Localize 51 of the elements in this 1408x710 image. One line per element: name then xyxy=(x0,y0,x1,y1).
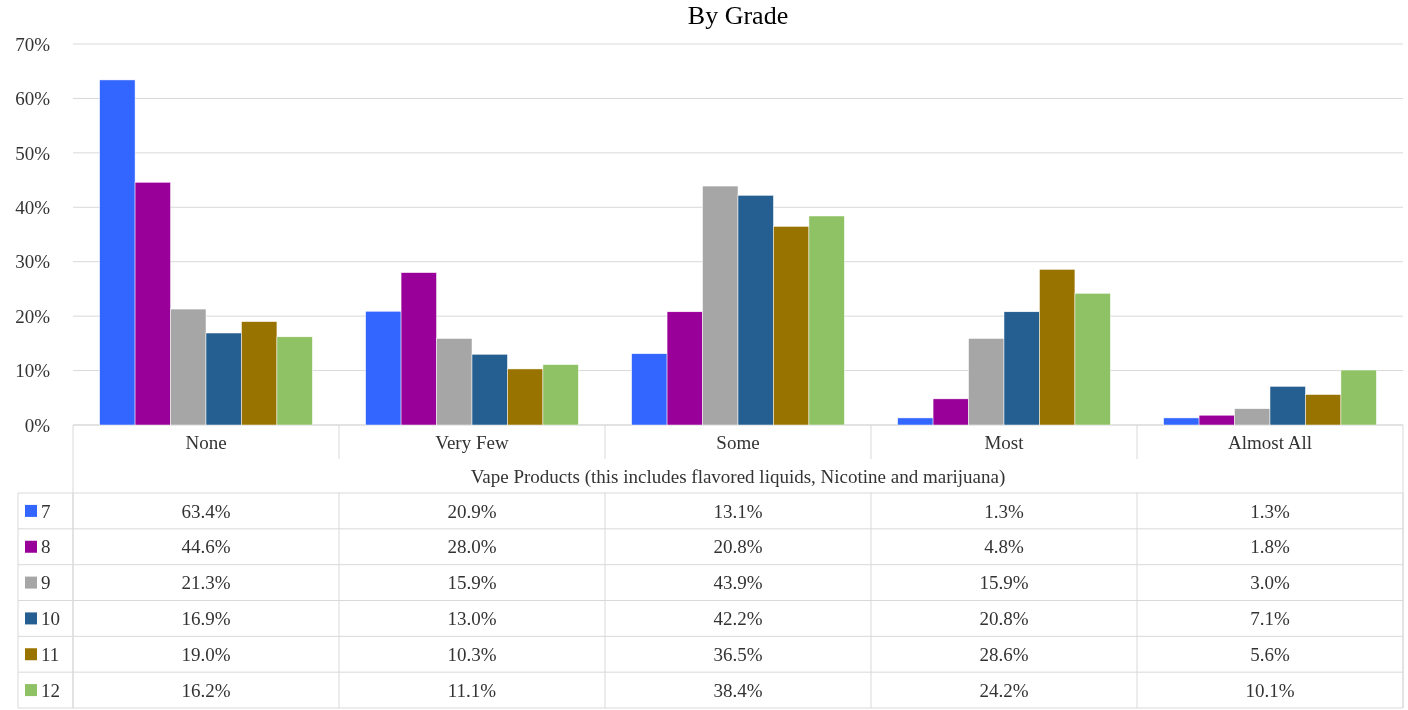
data-label: 43.9% xyxy=(713,572,763,594)
data-label: 20.8% xyxy=(979,608,1029,630)
data-label: 10.1% xyxy=(1245,679,1295,701)
data-label: 21.3% xyxy=(181,572,231,594)
data-label: 42.2% xyxy=(713,608,763,630)
data-label: 11.1% xyxy=(447,679,497,701)
legend-label: 9 xyxy=(41,572,51,594)
y-tick-label: 30% xyxy=(15,251,51,273)
data-label: 15.9% xyxy=(979,572,1029,594)
x-tick-label: Very Few xyxy=(435,431,509,453)
data-label: 38.4% xyxy=(713,679,763,701)
x-tick-label: None xyxy=(185,431,227,453)
legend-label: 7 xyxy=(41,500,51,522)
data-label: 5.6% xyxy=(1250,643,1290,665)
y-tick-label: 0% xyxy=(24,414,51,436)
data-label: 19.0% xyxy=(181,643,231,665)
data-label: 28.0% xyxy=(447,536,497,558)
data-label: 13.0% xyxy=(447,608,497,630)
legend-label: 8 xyxy=(41,536,51,558)
data-label: 44.6% xyxy=(181,536,231,558)
y-tick-label: 10% xyxy=(15,360,51,382)
data-label: 1.3% xyxy=(1250,500,1290,522)
data-label: 16.9% xyxy=(181,608,231,630)
y-tick-label: 20% xyxy=(15,305,51,327)
legend-label: 11 xyxy=(41,643,60,665)
y-tick-label: 60% xyxy=(15,88,51,110)
data-label: 4.8% xyxy=(984,536,1024,558)
data-label: 63.4% xyxy=(181,500,231,522)
legend-label: 12 xyxy=(41,679,60,701)
y-tick-label: 40% xyxy=(15,196,51,218)
chart-title: By Grade xyxy=(687,1,789,30)
x-tick-label: Some xyxy=(716,431,760,453)
y-tick-label: 50% xyxy=(15,142,51,164)
data-label: 1.8% xyxy=(1250,536,1290,558)
data-label: 24.2% xyxy=(979,679,1029,701)
data-label: 36.5% xyxy=(713,643,763,665)
y-tick-label: 70% xyxy=(15,33,51,55)
x-axis-title: Vape Products (this includes flavored liquids, Nicotine and marijuana) xyxy=(470,465,1006,488)
data-label: 20.8% xyxy=(713,536,763,558)
data-label: 10.3% xyxy=(447,643,497,665)
x-tick-label: Almost All xyxy=(1228,431,1312,453)
data-label: 15.9% xyxy=(447,572,497,594)
legend-label: 10 xyxy=(41,608,60,630)
data-label: 28.6% xyxy=(979,643,1029,665)
data-label: 13.1% xyxy=(713,500,763,522)
data-label: 1.3% xyxy=(984,500,1024,522)
data-label: 3.0% xyxy=(1250,572,1290,594)
data-label: 20.9% xyxy=(447,500,497,522)
x-tick-label: Most xyxy=(984,431,1025,453)
data-label: 7.1% xyxy=(1250,608,1290,630)
data-label: 16.2% xyxy=(181,679,231,701)
